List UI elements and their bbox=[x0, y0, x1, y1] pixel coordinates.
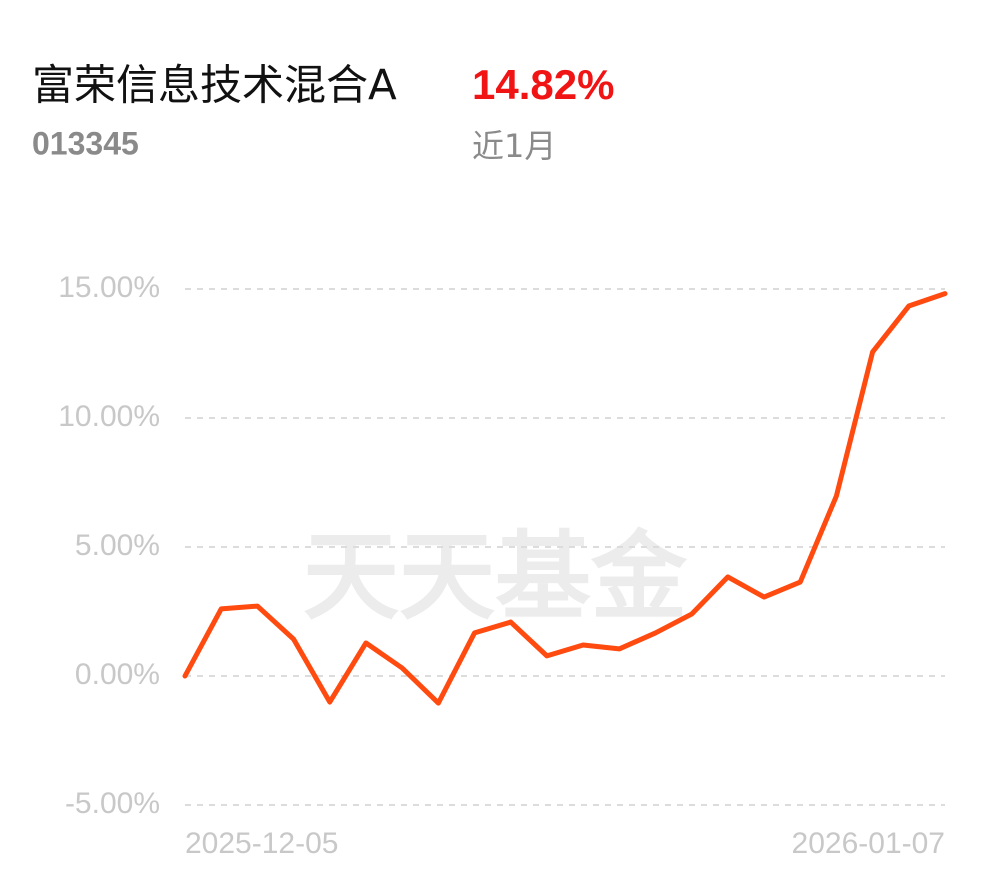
y-tick-label: -5.00% bbox=[65, 787, 160, 820]
watermark: 天天基金 bbox=[303, 520, 688, 633]
y-tick-label: 15.00% bbox=[58, 271, 160, 304]
y-tick-label: 5.00% bbox=[75, 529, 160, 562]
fund-title: 富荣信息技术混合A bbox=[32, 61, 397, 110]
x-tick-label: 2026-01-07 bbox=[792, 827, 945, 860]
period-label: 近1月 bbox=[472, 127, 556, 165]
series-line bbox=[182, 291, 948, 706]
y-tick-label: 0.00% bbox=[75, 658, 160, 691]
x-tick-label: 2025-12-05 bbox=[185, 827, 338, 860]
y-tick-label: 10.00% bbox=[58, 400, 160, 433]
fund-code: 013345 bbox=[32, 125, 139, 161]
headline-return: 14.82% bbox=[472, 61, 614, 108]
